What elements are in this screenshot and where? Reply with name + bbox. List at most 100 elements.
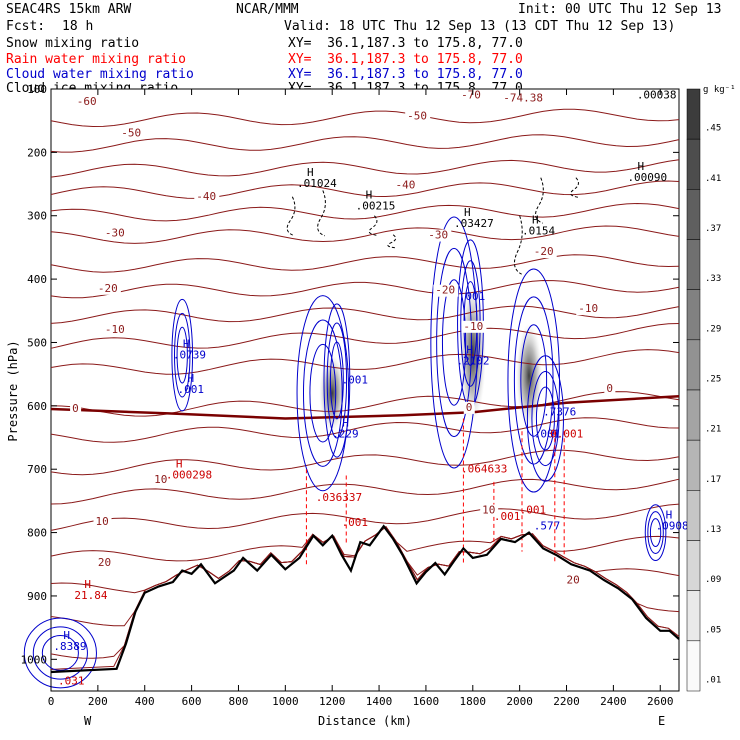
colorbar-tick-label: .21 (705, 425, 721, 435)
cloud-water-contour (430, 216, 478, 469)
colorbar-tick-label: .41 (705, 174, 721, 184)
cloud-water-contour (520, 324, 548, 437)
y-tick-label: 100 (27, 83, 47, 96)
extremum-value: .00090 (627, 171, 667, 184)
isotherm-label-bg (95, 557, 114, 570)
cloud-ice-shading (516, 323, 543, 429)
cloud-water-contour (173, 312, 191, 398)
x-tick-label: 2600 (647, 695, 674, 708)
isotherm-label: -10 (105, 323, 125, 336)
isotherm-line (50, 503, 680, 531)
cloud-ice-shading (319, 355, 346, 432)
extremum-marker: H (183, 337, 190, 350)
x-tick-label: 2000 (506, 695, 533, 708)
x-tick-label: 2200 (553, 695, 580, 708)
isotherm-label-bg (576, 303, 602, 316)
cloud-water-contour (41, 635, 79, 671)
isotherm-label: -70 (461, 89, 481, 102)
y-tick-label: 700 (27, 463, 47, 476)
isotherm-label-bg (102, 323, 128, 336)
isotherm-label: 0 (466, 401, 473, 414)
isotherm-label-bg (95, 282, 121, 295)
snow-contour (286, 196, 296, 237)
snow-contour (387, 234, 397, 249)
isotherm-label-bg (152, 474, 171, 487)
snow-contour (570, 177, 579, 198)
isotherm-label: -40 (395, 178, 415, 191)
field-name-rain: Rain water mixing ratio (6, 52, 187, 67)
isotherm-label-bg (102, 227, 128, 240)
isotherm-label: -10 (463, 320, 483, 333)
colorbar-tick-label: .09 (705, 575, 721, 585)
forecast-label: Fcst: (6, 19, 46, 34)
colorbar-tick-label: .13 (705, 525, 721, 535)
colorbar-tick-label: .37 (705, 224, 721, 234)
cloud-water-contour (32, 626, 88, 680)
x-tick-label: 800 (229, 695, 249, 708)
extremum-value: .0154 (522, 225, 555, 238)
cloud-water-contour (171, 298, 194, 412)
colorbar-swatch (686, 339, 701, 391)
isotherm-label-bg (459, 89, 485, 102)
cloud-water-contour (329, 341, 344, 420)
extremum-value: .001 (342, 516, 369, 529)
extremum-value: .001 (459, 290, 486, 303)
model-name: SEAC4RS 15km ARW (6, 2, 132, 17)
colorbar-swatch (686, 490, 701, 541)
isotherm-label: -10 (578, 302, 598, 315)
isotherm-label-bg (501, 92, 548, 105)
isotherm-line (50, 225, 680, 244)
x-tick-label: 1800 (460, 695, 487, 708)
extremum-marker: H (532, 214, 539, 227)
extremum-marker: H (188, 372, 195, 385)
isotherm-label-bg (564, 574, 583, 587)
extremum-marker: H (63, 629, 70, 642)
isotherm-label: -50 (121, 127, 141, 140)
extremum-value: .01024 (297, 177, 337, 190)
isotherm-label-bg (433, 284, 459, 297)
isotherm-label: -50 (407, 109, 427, 122)
extremum-value: .001 (342, 374, 369, 387)
extremum-value: .8389 (53, 640, 86, 653)
field-xy-cloud-water: XY= 36.1,187.3 to 175.8, 77.0 (288, 67, 523, 82)
colorbar-swatch (686, 88, 701, 140)
extremum-value: .064633 (461, 462, 507, 475)
cloud-water-contour (302, 319, 343, 467)
extremum-value: .001 (520, 504, 547, 517)
isotherm-line (50, 417, 680, 443)
isotherm-label-bg (531, 246, 557, 259)
extremum-value: .036337 (316, 491, 362, 504)
isotherm-line (50, 305, 680, 324)
y-tick-label: 800 (27, 527, 47, 540)
colorbar-swatch (686, 389, 701, 441)
extremum-value: .001 (178, 383, 205, 396)
snow-contour (513, 215, 523, 275)
extremum-value: .0739 (173, 348, 206, 361)
y-tick-label: 500 (27, 336, 47, 349)
y-tick-label: 1000 (21, 653, 48, 666)
cloud-water-contour (296, 295, 350, 492)
isotherm-line (50, 349, 680, 375)
x-axis-title: Distance (km) (318, 714, 412, 728)
isotherm-label: -20 (98, 282, 118, 295)
cloud-water-contour (326, 322, 348, 439)
isotherm-label: 0 (72, 402, 79, 415)
extremum-value: .001 (494, 510, 521, 523)
isotherm-line (50, 391, 680, 417)
isotherm-line (50, 525, 680, 670)
isotherm-label: -60 (77, 95, 97, 108)
isotherm-label: 20 (98, 556, 111, 569)
isotherm-label: 20 (567, 573, 580, 586)
isotherm-line (50, 478, 680, 505)
x-tick-label: 1200 (319, 695, 346, 708)
west-end-label: W (84, 714, 92, 728)
isotherm-label-bg (604, 382, 616, 395)
isotherm-line (50, 449, 680, 476)
colorbar-tick-label: .05 (705, 625, 721, 635)
colorbar-tick-label: .01 (705, 675, 721, 685)
y-tick-label: 600 (27, 400, 47, 413)
isotherm-label-bg (70, 403, 82, 416)
isotherm-label-bg (74, 95, 100, 108)
isotherm-label-bg (393, 179, 419, 192)
